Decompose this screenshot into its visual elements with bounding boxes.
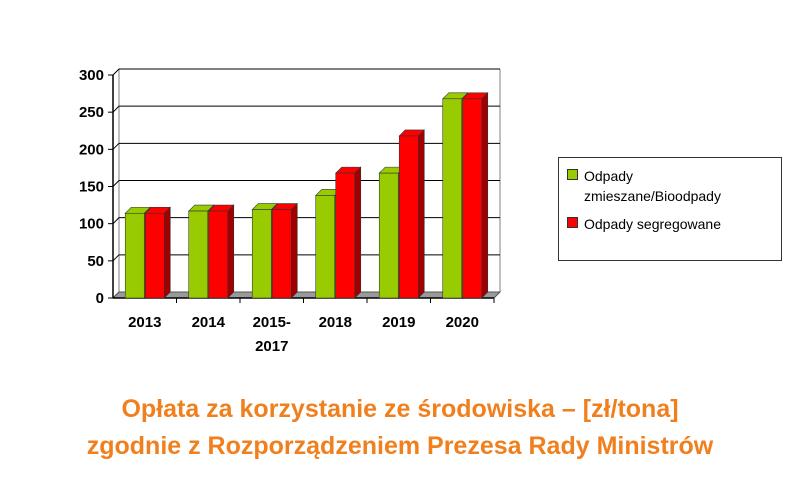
- legend-item-series-1: Odpady zmieszane/Bioodpady: [567, 166, 773, 206]
- gridline: [112, 254, 500, 262]
- bar-chart: 0 50 100 150 200 250 300 2013 2014 2015- 2017 2018 2…: [79, 67, 502, 355]
- legend-item-series-2: Odpady segregowane: [567, 214, 773, 234]
- x-tick-label: 2019: [382, 314, 415, 331]
- bar-odpady-segregowane: [144, 206, 171, 299]
- gridline: [112, 105, 500, 113]
- bar-side-face: [354, 166, 362, 299]
- x-tick-label: 2020: [446, 314, 479, 331]
- y-tick-label: 50: [87, 253, 104, 270]
- bar-odpady-segregowane: [208, 204, 235, 299]
- bar-front-face: [124, 212, 145, 299]
- y-tick-label: 250: [79, 104, 104, 121]
- gridline: [112, 68, 500, 76]
- legend-swatch-series-2: [567, 217, 578, 228]
- gridline: [112, 180, 500, 187]
- y-tick-label: 300: [79, 67, 104, 84]
- x-tick-label: 2015-: [253, 314, 291, 331]
- chart-caption: Opłata za korzystanie ze środowiska – [z…: [0, 391, 800, 465]
- chart-gridlines: [112, 68, 501, 299]
- legend-label-series-1: Odpady zmieszane/Bioodpady: [584, 166, 721, 206]
- chart-floor: [111, 291, 502, 299]
- bar-front-face: [442, 98, 463, 299]
- bar-odpady-segregowane: [462, 92, 489, 299]
- bar-front-face: [398, 135, 419, 299]
- gridline: [112, 217, 500, 225]
- legend-label-series-2: Odpady segregowane: [584, 214, 721, 234]
- bar-side-face: [227, 204, 235, 299]
- y-tick-label: 100: [79, 216, 104, 233]
- legend-swatch-series-1: [567, 169, 578, 180]
- bar-front-face: [251, 209, 272, 299]
- bar-front-face: [188, 210, 209, 299]
- bar-front-face: [315, 195, 336, 299]
- bar-side-face: [417, 129, 425, 299]
- bar-side-face: [481, 92, 489, 299]
- legend-label-series-1-line-2: zmieszane/Bioodpady: [584, 188, 721, 204]
- bar-odpady-segregowane: [271, 202, 298, 299]
- bar-front-face: [144, 212, 165, 299]
- gridline: [112, 142, 500, 150]
- x-tick-label: 2013: [128, 314, 161, 331]
- caption-line-2: zgodnie z Rozporządzeniem Prezesa Rady M…: [86, 432, 714, 460]
- x-tick-label: 2018: [319, 314, 352, 331]
- legend-label-series-1-line-1: Odpady: [584, 168, 634, 184]
- y-tick-label: 200: [79, 141, 104, 158]
- bar-front-face: [335, 172, 356, 299]
- y-tick-label: 150: [79, 179, 104, 196]
- y-tick-label: 0: [96, 290, 104, 307]
- bar-front-face: [208, 210, 229, 299]
- bar-front-face: [462, 98, 483, 299]
- bar-front-face: [271, 209, 292, 299]
- chart-tick-labels: 0 50 100 150 200 250 300 2013 2014 2015- 2017 2018 2…: [79, 67, 479, 355]
- x-tick-label: 2014: [192, 314, 226, 331]
- legend-label-series-2-line-1: Odpady segregowane: [584, 216, 721, 232]
- chart-legend: Odpady zmieszane/Bioodpady Odpady segreg…: [558, 157, 782, 261]
- bar-side-face: [290, 202, 298, 299]
- bar-front-face: [378, 172, 399, 299]
- bar-odpady-segregowane: [335, 166, 362, 299]
- bar-odpady-segregowane: [398, 129, 425, 299]
- x-tick-label: 2017: [255, 338, 288, 355]
- bar-side-face: [163, 206, 171, 299]
- chart-bars: [124, 92, 489, 299]
- caption-line-1: Opłata za korzystanie ze środowiska – [z…: [121, 395, 679, 423]
